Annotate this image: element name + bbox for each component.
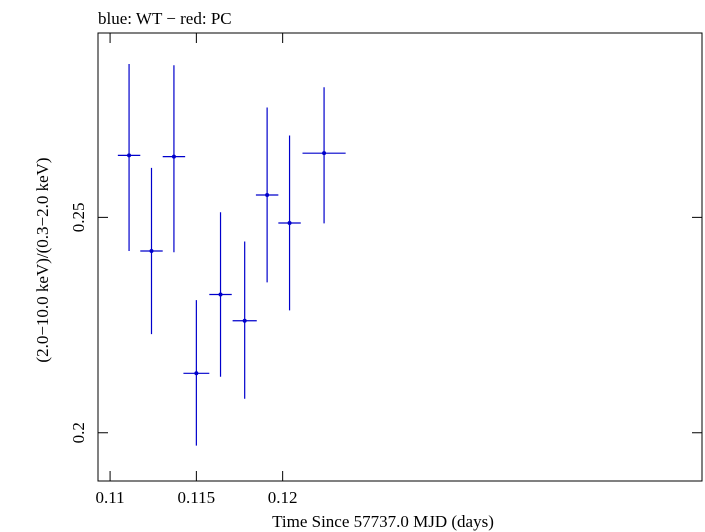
x-tick-label: 0.11: [96, 488, 125, 507]
point-marker: [127, 153, 132, 158]
data-point: [278, 135, 301, 311]
plot-frame: [97, 32, 703, 482]
series-wt: [117, 64, 346, 446]
point-marker: [171, 154, 176, 159]
y-axis: 0.2 0.25: [69, 202, 702, 443]
point-marker: [149, 248, 154, 253]
point-marker: [265, 192, 270, 197]
data-point: [209, 212, 232, 377]
data-point: [302, 87, 346, 224]
data-point: [232, 241, 257, 399]
y-tick-label: 0.25: [69, 202, 88, 232]
data-series: [117, 64, 346, 446]
data-point: [183, 300, 210, 446]
x-axis-label: Time Since 57737.0 MJD (days): [272, 512, 494, 531]
y-axis-label: (2.0−10.0 keV)/(0.3−2.0 keV): [33, 157, 52, 362]
chart-title: blue: WT − red: PC: [98, 9, 232, 28]
y-tick-label: 0.2: [69, 422, 88, 443]
x-tick-label: 0.115: [178, 488, 216, 507]
point-marker: [322, 151, 327, 156]
data-point: [140, 167, 163, 335]
data-point: [162, 65, 186, 253]
point-marker: [287, 220, 292, 225]
point-marker: [218, 292, 223, 297]
point-marker: [194, 371, 199, 376]
x-tick-label: 0.12: [268, 488, 298, 507]
x-axis: 0.11 0.115 0.12: [96, 33, 298, 507]
data-point: [117, 64, 141, 251]
point-marker: [242, 318, 247, 323]
data-point: [255, 107, 279, 283]
